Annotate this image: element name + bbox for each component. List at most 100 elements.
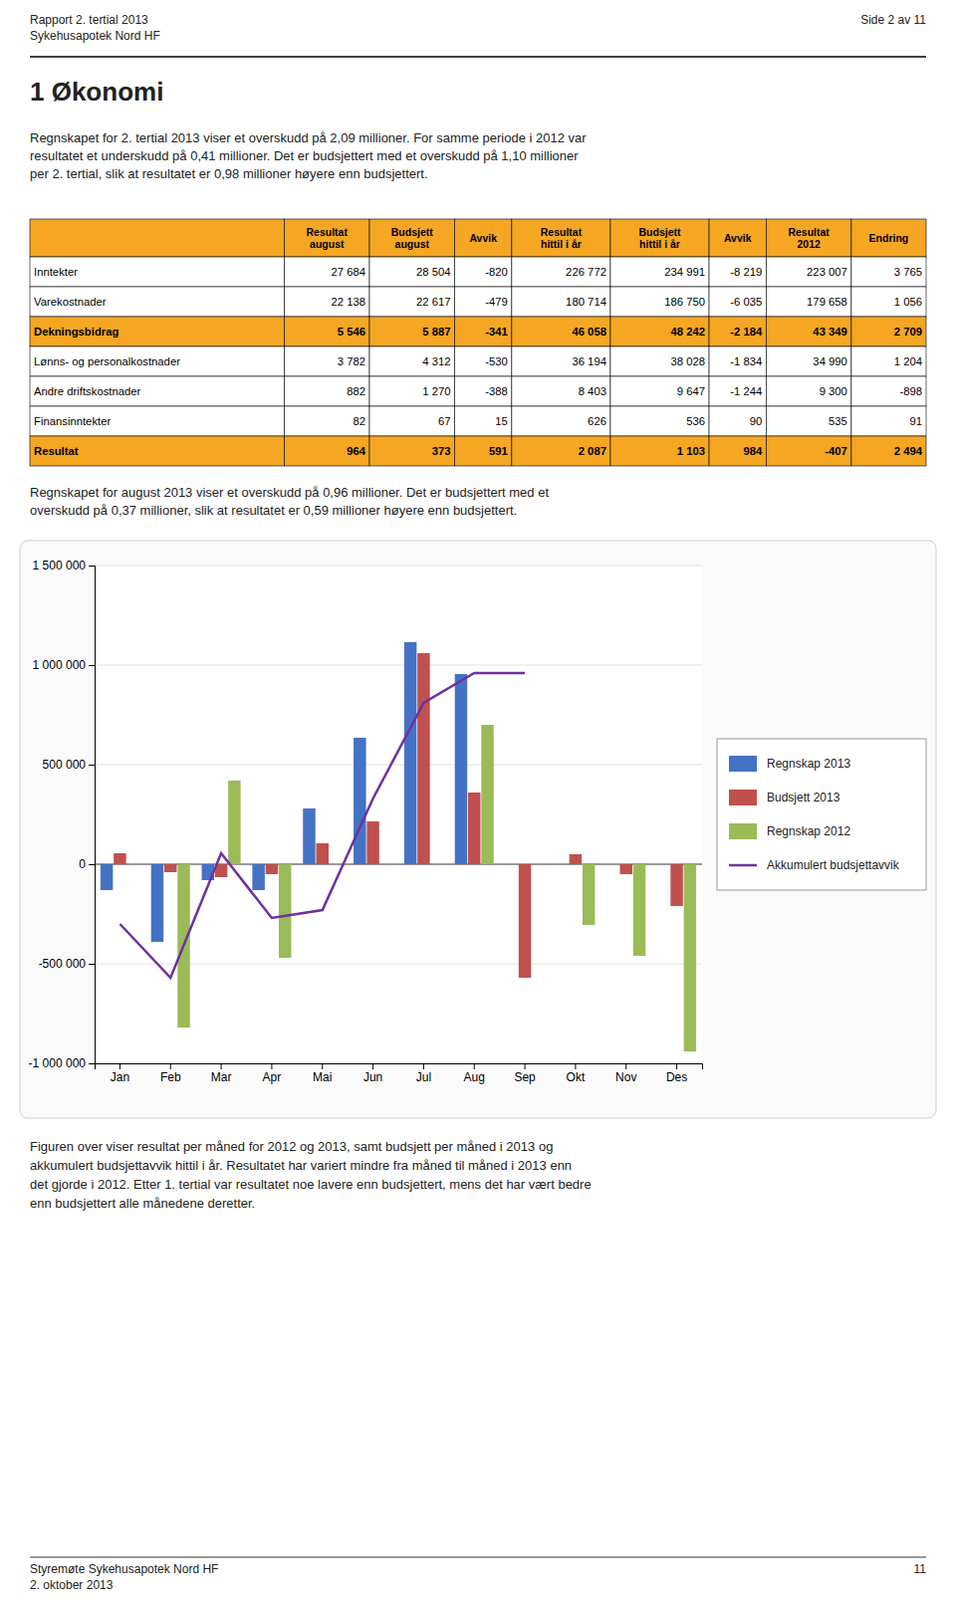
table-cell-text: 36 194: [571, 355, 607, 368]
table-cell: [284, 256, 371, 287]
paragraph-line: enn budsjettert alle månedene deretter.: [29, 1195, 255, 1211]
table-cell: [765, 376, 852, 407]
marks: [100, 642, 697, 1052]
table-row-label: Varekostnader: [33, 295, 107, 308]
table-header-cell: [29, 219, 285, 257]
tick: Des: [666, 1063, 688, 1085]
table-cell-text: 964: [346, 445, 367, 458]
table-cell-text: -388: [484, 385, 508, 398]
table-header-text: Endring: [869, 232, 910, 244]
tick-label: -500 000: [38, 956, 87, 971]
header-text: Sykehusapotek Nord HF: [29, 28, 161, 43]
table-header-cell: [284, 219, 371, 257]
table-cell-text: 46 058: [571, 325, 607, 338]
tick: Jul: [416, 1063, 432, 1085]
table-cell-text: 28 504: [416, 265, 452, 278]
table-cell: [851, 286, 927, 317]
tick-mark: [221, 1063, 223, 1070]
bar: [265, 864, 278, 875]
table-cell: [610, 346, 710, 377]
tick-label: 1 000 000: [32, 658, 87, 673]
table-header-cell: [610, 219, 710, 257]
legend-box: [717, 738, 927, 891]
table-cell: [511, 286, 611, 317]
table-cell-text: 984: [743, 445, 764, 458]
table-cell: [455, 256, 512, 287]
tick: Apr: [262, 1063, 282, 1085]
table-cell: [369, 286, 456, 317]
line: [119, 673, 525, 978]
table-cell: [765, 256, 852, 287]
table-header-text: Resultataugust: [306, 226, 349, 250]
footer-text: Styremøte Sykehusapotek Nord HF: [29, 1562, 219, 1577]
axis-line: [95, 1064, 704, 1071]
bar: [278, 864, 291, 958]
table-cell: [369, 436, 456, 467]
bar: [151, 864, 164, 943]
bar: [302, 808, 315, 865]
table-header-cell: [511, 219, 611, 257]
tick: Nov: [615, 1063, 637, 1085]
table-cell: [29, 436, 285, 467]
tick-label: -1 000 000: [28, 1056, 87, 1071]
table-cell: [709, 346, 766, 377]
tick: 1 000 000: [32, 658, 95, 673]
tick-mark: [88, 864, 95, 866]
table-cell-text: 22 138: [330, 295, 366, 308]
tick-mark: [119, 1063, 121, 1070]
tick-mark: [170, 1063, 172, 1070]
table-cell-text: 2 494: [894, 445, 924, 458]
table-cell: [851, 316, 927, 347]
tick-mark: [88, 665, 95, 667]
table-cell-text: -6 035: [729, 295, 762, 308]
paragraph-line: Regnskapet for 2. tertial 2013 viser et …: [29, 130, 587, 146]
table-cell-text: 186 750: [664, 295, 706, 308]
paragraph-line: akkumulert budsjettavvik hittil i år. Re…: [29, 1158, 572, 1174]
table-cell: [709, 376, 766, 407]
tick: Jan: [110, 1063, 130, 1085]
table-cell-text: -820: [484, 265, 508, 278]
table-cell-text: 48 242: [670, 325, 706, 338]
table-cell-text: -407: [824, 445, 848, 458]
table-cell-text: 5 546: [337, 325, 366, 338]
tick-label: Okt: [566, 1070, 586, 1085]
table-cell-text: -1 834: [729, 355, 762, 368]
table-cell-text: 1 103: [677, 445, 706, 458]
table-cell: [511, 346, 611, 377]
table-cell-text: 2 709: [894, 325, 923, 338]
table-cell-text: -898: [899, 385, 923, 398]
tick-label: 1 500 000: [32, 558, 87, 573]
legend-label: Regnskap 2013: [766, 756, 851, 771]
legend: Regnskap 2013Budsjett 2013Regnskap 2012A…: [717, 738, 927, 891]
table-cell-text: 38 028: [670, 355, 706, 368]
table-header-text: Avvik: [469, 232, 497, 244]
grid-line: [94, 764, 703, 766]
grid-line: [94, 565, 703, 567]
table-cell-text: 179 658: [806, 295, 848, 308]
tick-mark: [270, 1063, 272, 1070]
tick-mark: [524, 1063, 526, 1070]
tick: Sep: [513, 1063, 536, 1085]
table-cell-text: 180 714: [565, 295, 607, 308]
table-cell: [369, 316, 456, 347]
table-row-label: Inntekter: [33, 265, 78, 278]
tick: 1 500 000: [32, 558, 95, 573]
tick: -500 000: [38, 956, 95, 971]
tick-mark: [423, 1063, 425, 1070]
paragraph-line: per 2. tertial, slik at resultatet er 0,…: [29, 166, 429, 182]
table-cell-text: 9 647: [677, 385, 706, 398]
table-cell-text: 3 765: [894, 265, 923, 278]
tick-label: 500 000: [42, 757, 87, 772]
bar: [620, 864, 633, 875]
table-cell: [851, 346, 927, 377]
table-cell-text: 1 056: [894, 295, 923, 308]
tick-label: 0: [78, 857, 86, 872]
table-cell-text: 626: [587, 415, 607, 428]
table-cell-text: 373: [432, 445, 452, 458]
footer-text: 2. oktober 2013: [29, 1578, 114, 1593]
table-cell: [610, 406, 710, 437]
table-cell: [709, 406, 766, 437]
table-cell: [511, 436, 611, 467]
table-cell-text: 9 300: [819, 385, 848, 398]
table-cell: [29, 316, 285, 347]
